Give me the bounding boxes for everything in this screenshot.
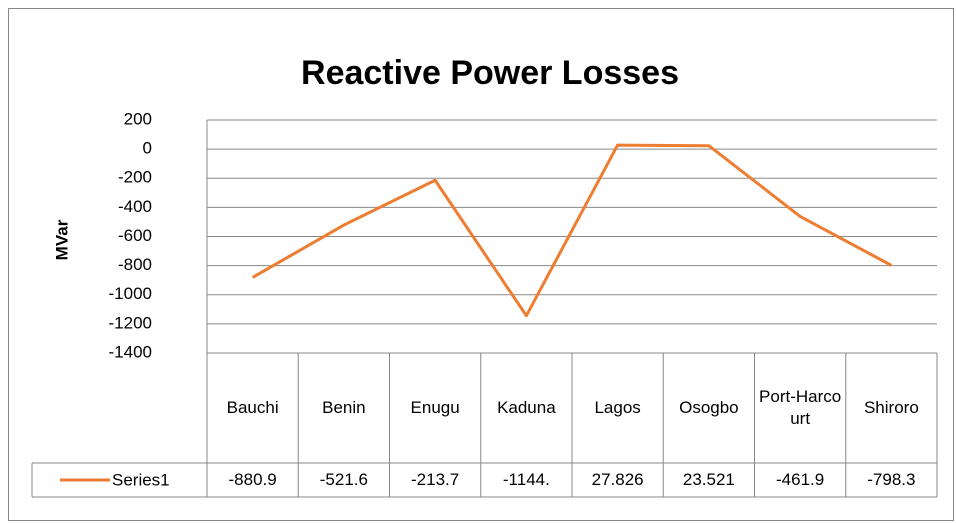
y-tick-label: -800 <box>118 255 152 274</box>
y-tick-label: -600 <box>118 226 152 245</box>
category-cell: Bauchi <box>226 398 279 417</box>
value-cell: 23.521 <box>682 470 735 489</box>
category-cell: Port-Harcourt <box>759 387 842 428</box>
category-cell: Osogbo <box>679 398 739 417</box>
value-cell: -798.3 <box>867 470 916 489</box>
category-cell: Kaduna <box>497 398 556 417</box>
y-tick-label: -1400 <box>109 342 152 361</box>
legend-label: Series1 <box>112 470 170 489</box>
category-cell: Shiroro <box>863 398 919 417</box>
value-cell: -1144. <box>502 470 550 489</box>
chart-title: Reactive Power Losses <box>301 54 679 92</box>
category-cell: Benin <box>322 398 366 417</box>
value-cell: -461.9 <box>776 470 825 489</box>
y-tick-label: -200 <box>118 168 152 187</box>
y-tick-label: 0 <box>143 139 152 158</box>
category-cell: Enugu <box>410 398 460 417</box>
y-tick-label: -1200 <box>109 313 152 332</box>
series-line <box>251 143 893 318</box>
y-tick-label: -400 <box>118 197 152 216</box>
value-cell: -521.6 <box>319 470 368 489</box>
value-cell: -880.9 <box>228 470 277 489</box>
y-axis-label: MVar <box>52 219 71 260</box>
y-tick-label: -1000 <box>109 284 152 303</box>
y-tick-label: 200 <box>124 109 152 128</box>
value-cell: 27.826 <box>591 470 644 489</box>
value-cell: -213.7 <box>411 470 460 489</box>
category-cell: Lagos <box>594 398 641 417</box>
